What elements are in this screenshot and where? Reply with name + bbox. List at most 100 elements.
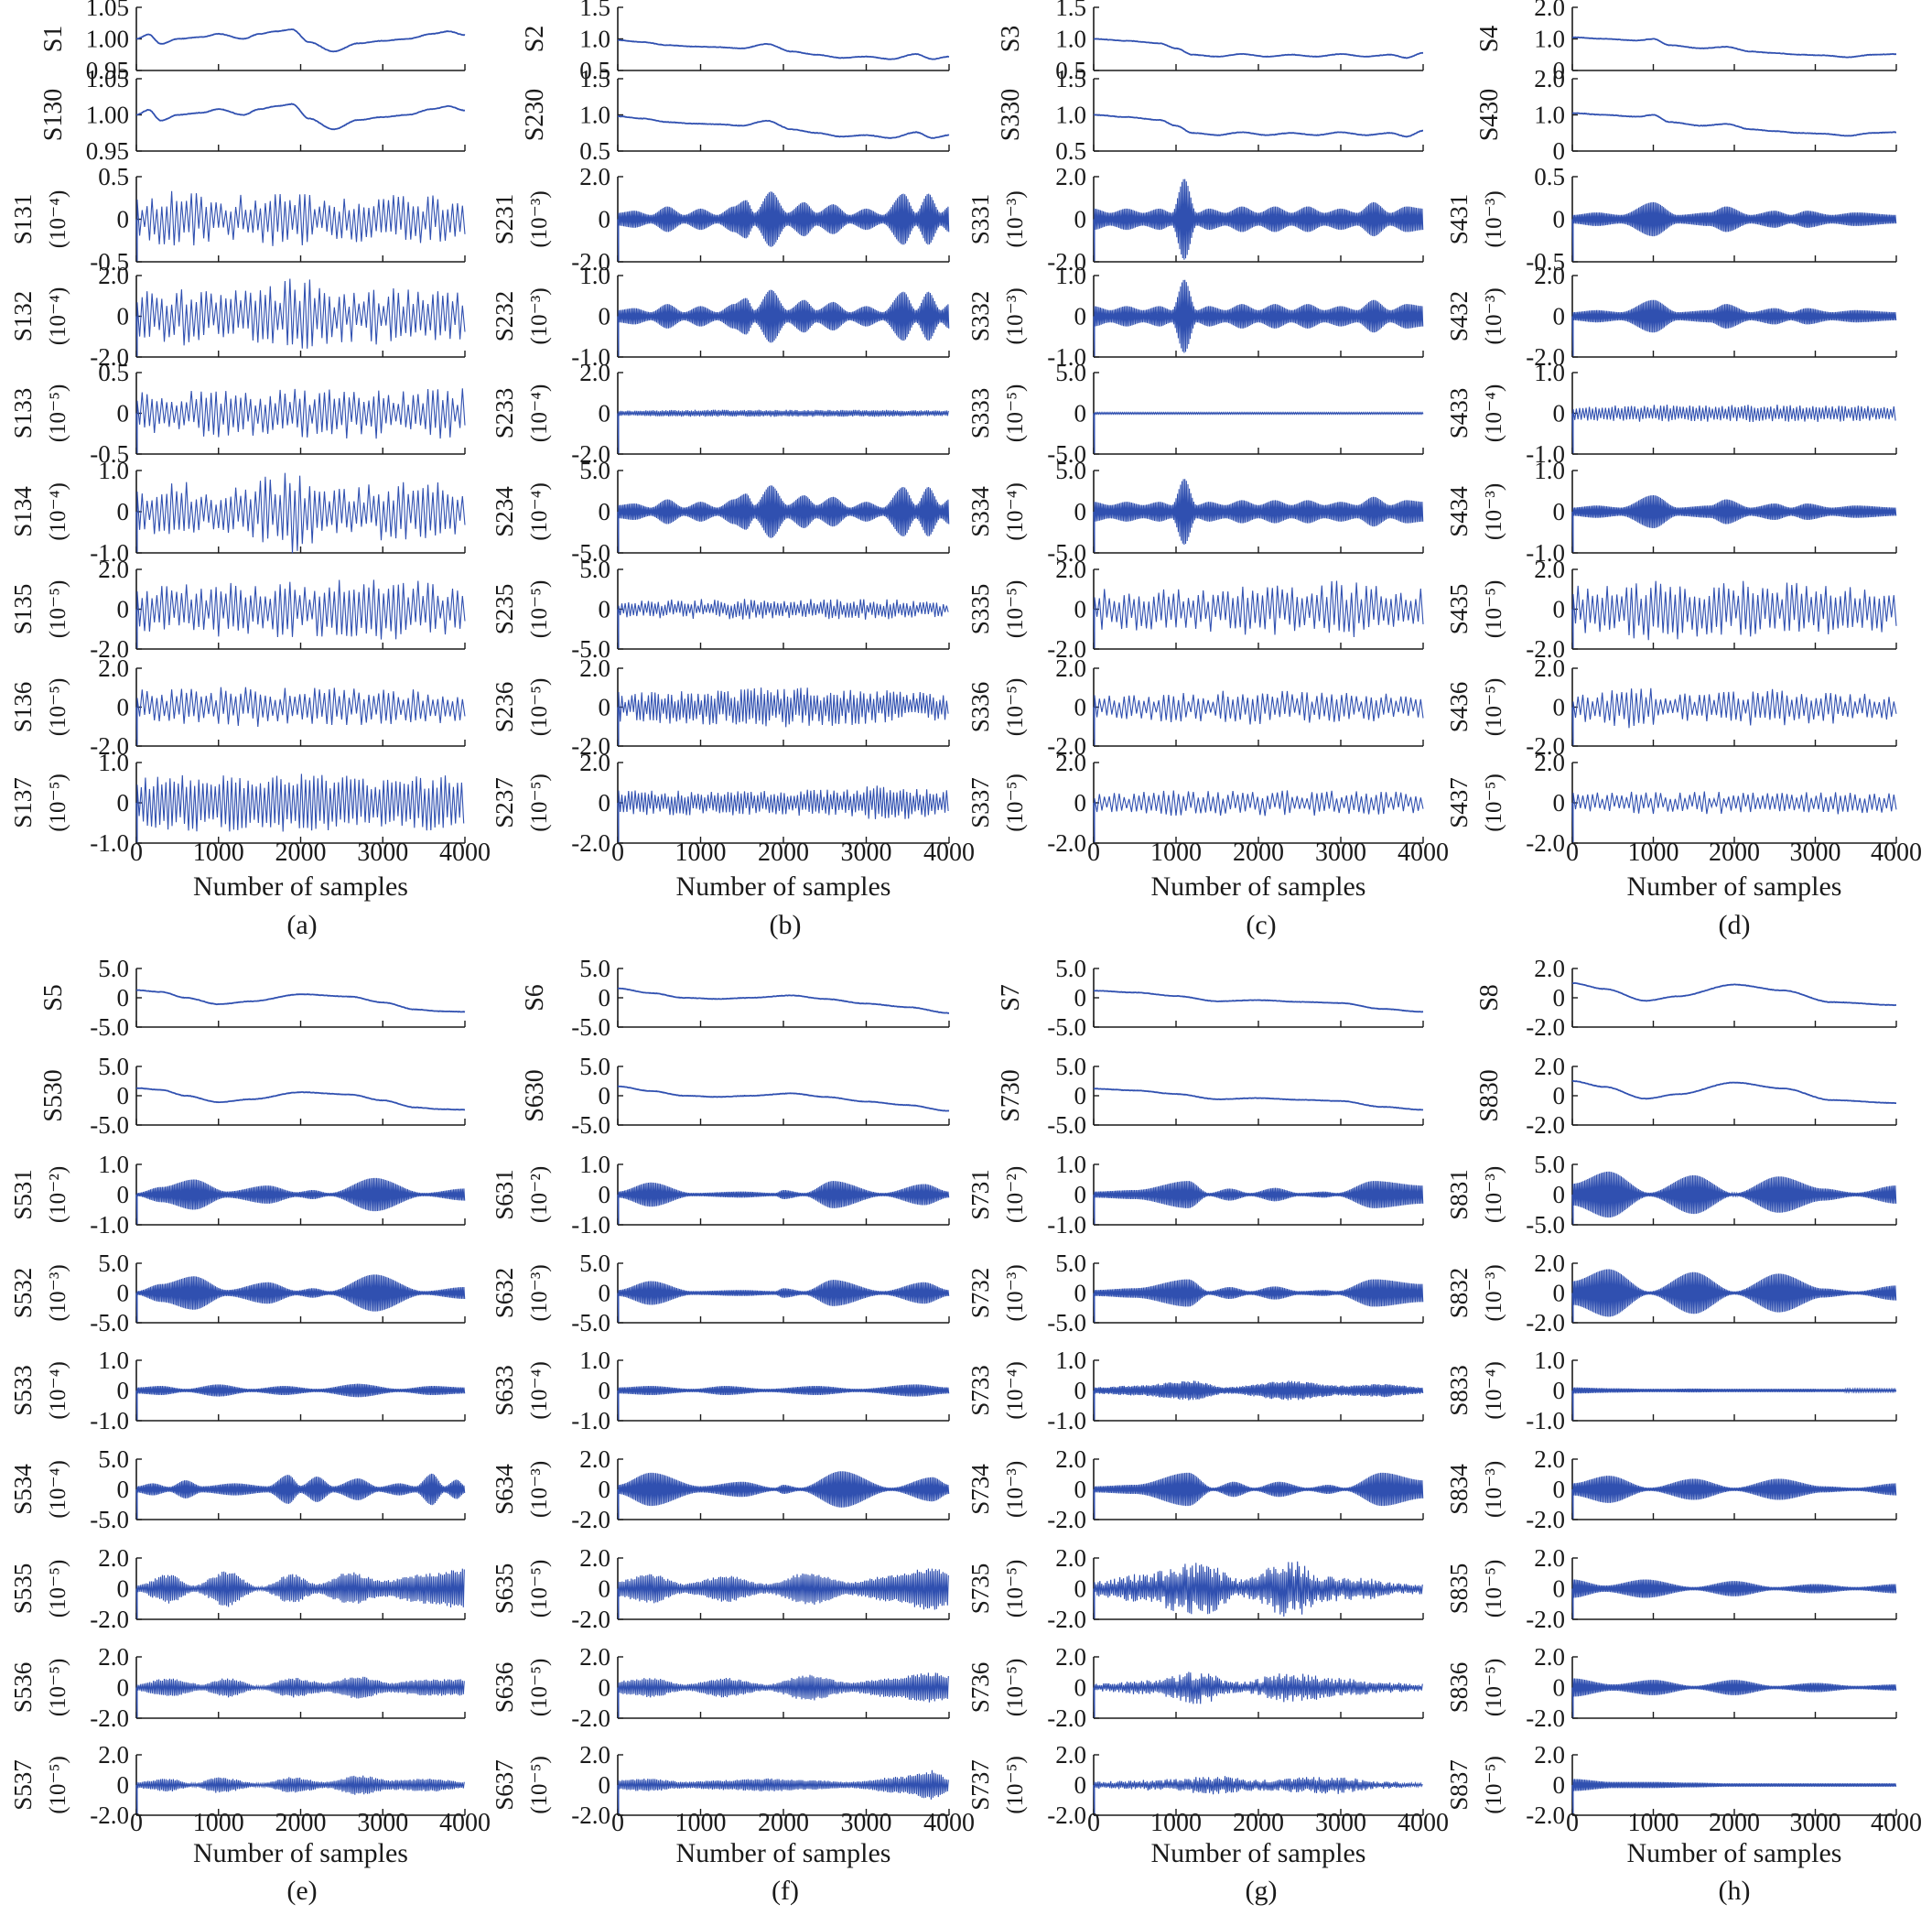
x-axis-label: Number of samples (193, 1838, 408, 1868)
y-tick-label: 2.0 (579, 655, 610, 682)
subplot-S535: 2.0 0 -2.0 S535 (10⁻⁵) (9, 1544, 466, 1633)
series-line (617, 1471, 950, 1520)
scale-factor: (10⁻²) (46, 1166, 70, 1223)
y-tick-label: 1.0 (98, 749, 129, 776)
y-tick-label: 5.0 (98, 1250, 129, 1277)
series-name: S537 (9, 1759, 37, 1811)
series-line (135, 1383, 466, 1421)
y-tick-label: 0 (117, 1181, 130, 1208)
series-name: S131 (9, 194, 37, 245)
series-name: S832 (1445, 1268, 1473, 1319)
series-name: S436 (1445, 682, 1473, 733)
scale-factor: (10⁻⁵) (1482, 580, 1506, 639)
series-name: S4 (1475, 26, 1504, 53)
scale-factor: (10⁻³) (527, 1461, 552, 1518)
subplot-S834: 2.0 0 -2.0 S834 (10⁻³) (1445, 1445, 1897, 1533)
y-tick-label: 5.0 (1055, 1250, 1086, 1277)
scale-factor: (10⁻⁵) (1482, 1659, 1506, 1717)
series-line (1093, 411, 1424, 454)
x-tick-label: 0 (611, 1809, 624, 1837)
x-axis-label: Number of samples (193, 871, 408, 902)
subplot-S836: 2.0 0-2.0 S836 (10⁻⁵) (1445, 1643, 1897, 1732)
y-tick-label: -2.0 (1526, 1506, 1565, 1533)
y-tick-label: 5.0 (579, 1053, 610, 1080)
y-tick-label: 5.0 (1055, 457, 1086, 484)
scale-factor: (10⁻⁵) (1003, 774, 1028, 832)
series-line (1572, 981, 1896, 1007)
y-tick-label: 0 (1074, 303, 1087, 330)
y-tick-label: -2.0 (1526, 635, 1565, 663)
scale-factor: (10⁻³) (1482, 287, 1506, 344)
series-line (1094, 114, 1423, 138)
series-line (1571, 1779, 1897, 1815)
series-line (1571, 1387, 1897, 1421)
series-name: S737 (966, 1759, 994, 1811)
y-tick-label: 5.0 (579, 556, 610, 583)
y-tick-label: 2.0 (1055, 1643, 1086, 1671)
y-tick-label: 0 (1074, 1280, 1087, 1307)
y-tick-label: 0 (1553, 1575, 1566, 1603)
series-name: S630 (521, 1069, 549, 1122)
series-line (1571, 112, 1896, 137)
series-line (135, 1177, 466, 1225)
y-tick-label: -5.0 (90, 1013, 129, 1041)
y-tick-label: 1.0 (1534, 102, 1565, 129)
x-tick-label: 3000 (357, 838, 408, 867)
y-tick-label: 5.0 (98, 1053, 129, 1080)
subplot-S432: 2.0 0 -2.0 S432 (10⁻³) (1445, 262, 1897, 371)
y-tick-label: -2.0 (1047, 248, 1086, 276)
y-tick-label: 2.0 (1055, 556, 1086, 583)
y-tick-label: -2.0 (1047, 732, 1086, 760)
x-tick-label: 3000 (1790, 1809, 1841, 1837)
subplot-S231: 2.0 0 -2.0 S231 (10⁻³) (491, 163, 950, 276)
series-name: S130 (39, 89, 68, 142)
y-tick-label: 1.00 (86, 26, 129, 53)
x-tick-label: 0 (1566, 1809, 1579, 1837)
panel-a: 1.051.000.95S11.051.000.95S1300.50-0.5S1… (9, 0, 491, 940)
y-tick-label: 0 (599, 789, 611, 817)
y-tick-label: -1.0 (1526, 440, 1565, 468)
scale-factor: (10⁻³) (46, 1264, 70, 1321)
y-tick-label: 2.0 (579, 163, 610, 190)
panel-label: (g) (1246, 1876, 1278, 1906)
scale-factor: (10⁻³) (1003, 1461, 1028, 1518)
series-line (135, 1775, 465, 1815)
y-tick-label: 0.95 (86, 137, 129, 165)
panel-label: (a) (286, 910, 317, 940)
series-name: S637 (491, 1759, 518, 1811)
y-tick-label: 0 (117, 596, 130, 623)
scale-factor: (10⁻³) (1482, 1461, 1506, 1518)
series-name: S434 (1445, 486, 1473, 537)
series-line (617, 687, 949, 746)
y-tick-label: 0 (1553, 1082, 1566, 1109)
y-tick-label: 2.0 (1534, 1643, 1565, 1671)
series-name: S636 (491, 1662, 518, 1714)
series-line (1093, 790, 1424, 843)
y-tick-label: 0 (117, 1575, 130, 1603)
x-tick-label: 1000 (1150, 1809, 1202, 1837)
series-name: S235 (491, 584, 518, 635)
y-tick-label: 5.0 (1055, 955, 1086, 982)
subplot-S130: 1.05 1.00 0.95 S130 (39, 65, 466, 165)
series-name: S533 (9, 1365, 37, 1416)
x-tick-label: 2000 (275, 1809, 327, 1837)
series-name: S734 (966, 1464, 994, 1515)
series-line (135, 190, 466, 262)
y-tick-label: 0 (599, 1082, 611, 1109)
x-tick-label: 4000 (1871, 838, 1922, 867)
y-tick-label: 1.5 (579, 65, 610, 92)
subplot-S733: 1.0 0 -1.0 S733 (10⁻⁴) (966, 1347, 1424, 1434)
subplot-S1: 1.05 1.00 0.95 S1 (39, 0, 466, 84)
series-name: S135 (9, 584, 37, 635)
series-name: S835 (1445, 1563, 1473, 1615)
y-tick-label: 1.05 (86, 0, 129, 21)
y-tick-label: 2.0 (579, 1445, 610, 1473)
scale-factor: (10⁻⁵) (527, 1560, 552, 1618)
series-line (1093, 1181, 1424, 1225)
scale-factor: (10⁻⁵) (527, 1659, 552, 1717)
series-name: S836 (1445, 1662, 1473, 1714)
x-tick-label: 2000 (758, 1809, 809, 1837)
scale-factor: (10⁻⁴) (46, 1460, 70, 1519)
